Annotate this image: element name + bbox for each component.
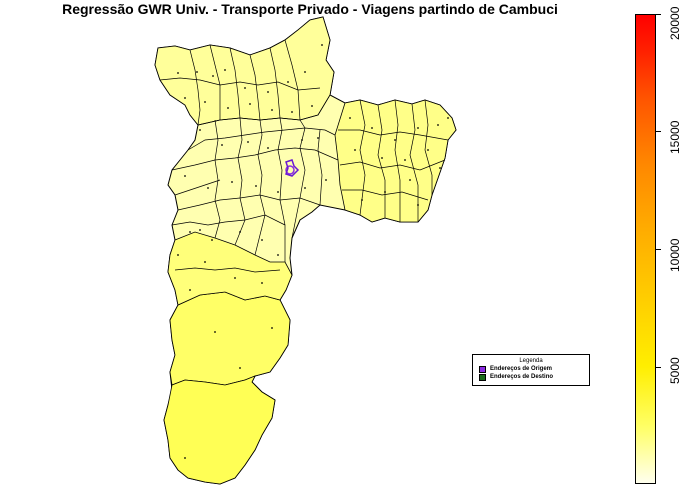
destination-dot (291, 111, 293, 113)
destination-dot (271, 109, 273, 111)
north-zone (154, 16, 335, 126)
destination-dot (239, 367, 241, 369)
destination-dot (427, 149, 429, 151)
district-borders (159, 39, 449, 273)
destination-dot (417, 127, 419, 129)
legend-item-destination: Endereços de Destino (479, 373, 589, 381)
destination-dot (267, 147, 269, 149)
destination-dot (234, 277, 236, 279)
destination-dot (361, 199, 363, 201)
legend-origin-label: Endereços de Origem (490, 366, 553, 372)
destination-dot (404, 159, 406, 161)
destination-dot (384, 191, 386, 193)
destination-dot (247, 141, 249, 143)
destination-dot (199, 129, 201, 131)
destination-dot (417, 204, 419, 206)
destination-dot (304, 187, 306, 189)
destination-dot (261, 282, 263, 284)
origin-marker (285, 165, 295, 175)
colorbar-tick-10000 (656, 249, 661, 250)
destination-dot (231, 181, 233, 183)
destination-dot (447, 117, 449, 119)
destination-dot (227, 107, 229, 109)
destination-dot (354, 149, 356, 151)
legend-destination-label: Endereços de Destino (490, 374, 554, 380)
destination-dot (394, 139, 396, 141)
destination-dot (321, 44, 323, 46)
destination-dot (267, 91, 269, 93)
colorbar-tick-5000 (656, 367, 661, 368)
destination-dot (184, 175, 186, 177)
color-scale-bar (635, 14, 656, 484)
legend-title: Legenda (519, 358, 543, 364)
destination-swatch (479, 373, 486, 381)
destination-dot (439, 167, 441, 169)
origin-swatch (479, 365, 486, 373)
destination-dot (381, 157, 383, 159)
origin-marker-group (285, 159, 300, 177)
south-zone-2 (163, 375, 276, 485)
destination-dot (271, 327, 273, 329)
destination-dot (317, 137, 319, 139)
destination-dot (214, 331, 216, 333)
destination-dot (177, 72, 179, 74)
destination-dot (221, 144, 223, 146)
destination-dot (287, 81, 289, 83)
colorbar-label-15000: 15000 (668, 120, 682, 154)
legend-item-origin: Endereços de Origem (479, 365, 589, 373)
map-title: Regressão GWR Univ. - Transporte Privado… (62, 1, 558, 17)
destination-dot (301, 139, 303, 141)
destination-dot (177, 254, 179, 256)
destination-dot (196, 71, 198, 73)
destination-dot (239, 231, 241, 233)
colorbar-label-10000: 10000 (668, 238, 682, 272)
destination-dot (189, 231, 191, 233)
destination-dot (304, 71, 306, 73)
origin-shape (285, 159, 300, 177)
destination-dot (212, 75, 214, 77)
destination-dot (249, 103, 251, 105)
south-zone-1 (169, 291, 291, 386)
destination-dot (244, 87, 246, 89)
destination-dot (207, 187, 209, 189)
destination-dot (261, 239, 263, 241)
destination-dot (199, 229, 201, 231)
colorbar-tick-15000 (656, 131, 661, 132)
destination-dot (255, 185, 257, 187)
colorbar-tick-20000 (656, 14, 661, 15)
destination-dot (204, 101, 206, 103)
destination-dot (277, 191, 279, 193)
destination-dot (371, 127, 373, 129)
destination-dots (177, 44, 449, 459)
destination-dot (349, 117, 351, 119)
destination-dot (204, 261, 206, 263)
destination-dot (325, 179, 327, 181)
destination-dot (277, 254, 279, 256)
destination-dot (311, 105, 313, 107)
destination-dot (409, 179, 411, 181)
colorbar-label-5000: 5000 (668, 357, 682, 384)
destination-dot (189, 289, 191, 291)
destination-dot (211, 239, 213, 241)
destination-dot (224, 69, 226, 71)
destination-dot (184, 97, 186, 99)
east-zone (334, 99, 457, 223)
colorbar-label-20000: 20000 (668, 6, 682, 40)
destination-dot (437, 124, 439, 126)
destination-dot (184, 457, 186, 459)
legend: Legenda Endereços de Origem Endereços de… (472, 354, 590, 386)
